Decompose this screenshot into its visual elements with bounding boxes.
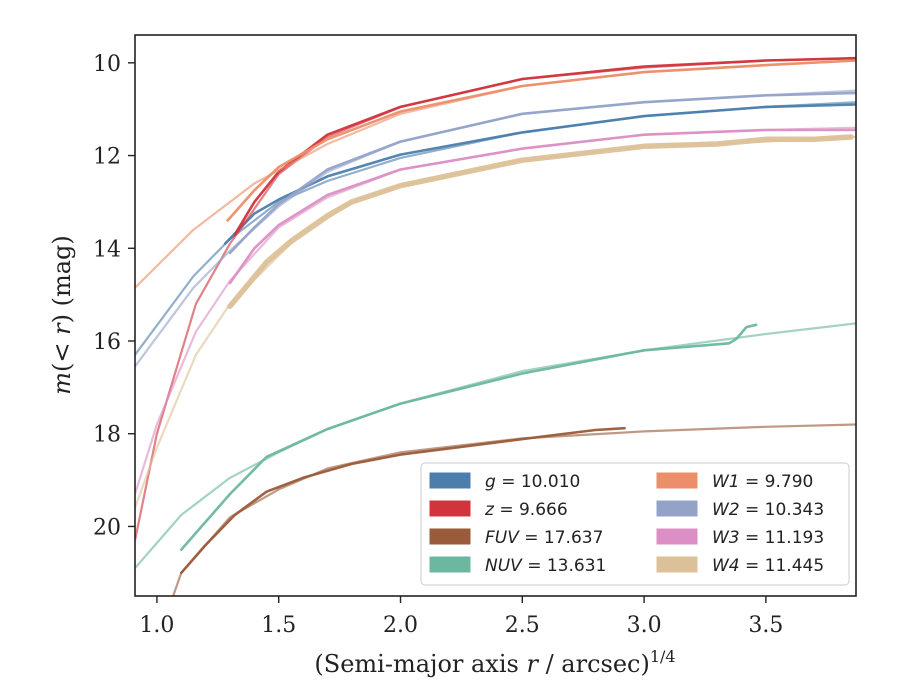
legend-swatch-w2: [656, 500, 698, 517]
y-axis-label-var: r: [48, 322, 76, 335]
legend-swatch-fuv: [429, 528, 471, 545]
legend-swatch-w3: [656, 528, 698, 545]
legend-entry-w3: W3 = 11.193: [712, 528, 824, 548]
legend-entry-fuv: FUV = 17.637: [485, 528, 603, 548]
x-axis-ticks: 1.0 1.5 2.0 2.5 3.0 3.5: [139, 596, 783, 638]
legend-frame: [420, 462, 850, 586]
plot-frame: [134, 34, 857, 597]
legend-swatch-z: [429, 500, 471, 517]
legend-series-name: z: [484, 500, 495, 520]
y-tick-label: 18: [93, 423, 121, 448]
legend-series-name: FUV: [485, 528, 520, 548]
legend-series-name: g: [485, 472, 496, 492]
y-axis-label-pre: m: [48, 372, 76, 395]
series-line-nuv-data: [180, 323, 758, 551]
legend-series-value: = 10.010: [496, 472, 581, 492]
x-tick-label: 2.0: [383, 613, 418, 638]
y-tick-label: 16: [93, 330, 121, 355]
x-axis-label-main: (Semi-major axis: [314, 650, 526, 678]
x-tick-label: 3.0: [627, 613, 662, 638]
legend-series-value: = 10.343: [740, 500, 825, 520]
legend-series-name: W1: [712, 472, 740, 492]
legend-series-name: W3: [712, 528, 740, 548]
x-axis-label-unit: / arcsec): [538, 650, 650, 678]
legend-series-name: W2: [712, 500, 740, 520]
y-axis-label: m(< r) (mag): [48, 235, 76, 395]
legend-swatch-nuv: [429, 556, 471, 573]
legend-swatch-w4: [656, 556, 698, 573]
legend-series-value: = 17.637: [519, 528, 604, 548]
series-line-w2-data: [228, 91, 856, 255]
y-axis-ticks: 10 12 14 16 18 20: [93, 52, 135, 540]
legend-entry-w4: W4 = 11.445: [712, 556, 824, 576]
legend-series-name: W4: [712, 556, 740, 576]
legend-series-value: = 11.193: [740, 528, 825, 548]
x-tick-label: 3.5: [748, 613, 783, 638]
series-line-w1-data: [226, 59, 856, 222]
series-line-z-data: [233, 56, 856, 236]
legend-series-value: = 13.631: [522, 556, 607, 576]
series-line-w3-data: [228, 128, 856, 285]
series-line-fuv-model: [172, 423, 856, 596]
x-axis-label-sup: 1/4: [650, 647, 676, 666]
x-tick-label: 1.0: [139, 613, 174, 638]
y-tick-label: 20: [93, 515, 121, 540]
legend-series-name: NUV: [485, 556, 523, 576]
y-tick-label: 12: [93, 145, 121, 170]
legend-entry-z: z = 9.666: [484, 500, 568, 520]
legend-series-value: = 11.445: [740, 556, 825, 576]
y-axis-label-mid: (<: [48, 335, 76, 372]
legend-series-value: = 9.790: [740, 472, 814, 492]
x-axis-label-var: r: [526, 650, 539, 678]
legend-entry-g: g = 10.010: [485, 472, 580, 492]
x-tick-label: 1.5: [261, 613, 296, 638]
y-tick-label: 10: [93, 52, 121, 77]
series-line-w4-data: [227, 134, 854, 309]
series-line-g-data: [223, 103, 856, 245]
legend-entry-w1: W1 = 9.790: [712, 472, 813, 492]
legend-series-value: = 9.666: [494, 500, 568, 520]
y-axis-label-post: ) (mag): [48, 235, 76, 323]
x-tick-label: 2.5: [505, 613, 540, 638]
legend-swatch-g: [429, 472, 471, 489]
legend-entry-w2: W2 = 10.343: [712, 500, 824, 520]
series-line-fuv-data: [180, 426, 626, 575]
legend-swatch-w1: [656, 472, 698, 489]
series-layer: [135, 56, 856, 596]
x-axis-label: (Semi-major axis r / arcsec)1/4: [314, 647, 675, 678]
y-tick-label: 14: [93, 237, 121, 262]
legend-entry-nuv: NUV = 13.631: [485, 556, 606, 576]
